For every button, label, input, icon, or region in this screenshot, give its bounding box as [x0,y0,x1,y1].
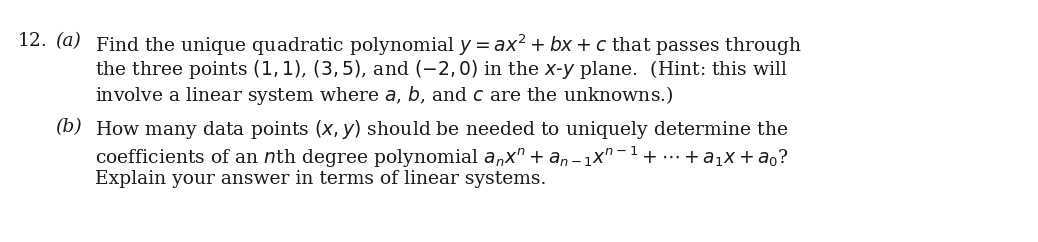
Text: coefficients of an $n$th degree polynomial $a_n x^n + a_{n-1} x^{n-1} + \cdots +: coefficients of an $n$th degree polynomi… [95,144,789,169]
Text: (b): (b) [55,118,82,136]
Text: involve a linear system where $a$, $b$, and $c$ are the unknowns.): involve a linear system where $a$, $b$, … [95,84,674,107]
Text: How many data points $(x, y)$ should be needed to uniquely determine the: How many data points $(x, y)$ should be … [95,118,788,141]
Text: Find the unique quadratic polynomial $y = ax^2 + bx + c$ that passes through: Find the unique quadratic polynomial $y … [95,32,802,58]
Text: the three points $(1, 1)$, $(3, 5)$, and $(-2, 0)$ in the $x\text{-}y$ plane.  (: the three points $(1, 1)$, $(3, 5)$, and… [95,58,788,81]
Text: 12.: 12. [18,32,48,50]
Text: (a): (a) [55,32,81,50]
Text: Explain your answer in terms of linear systems.: Explain your answer in terms of linear s… [95,170,546,188]
